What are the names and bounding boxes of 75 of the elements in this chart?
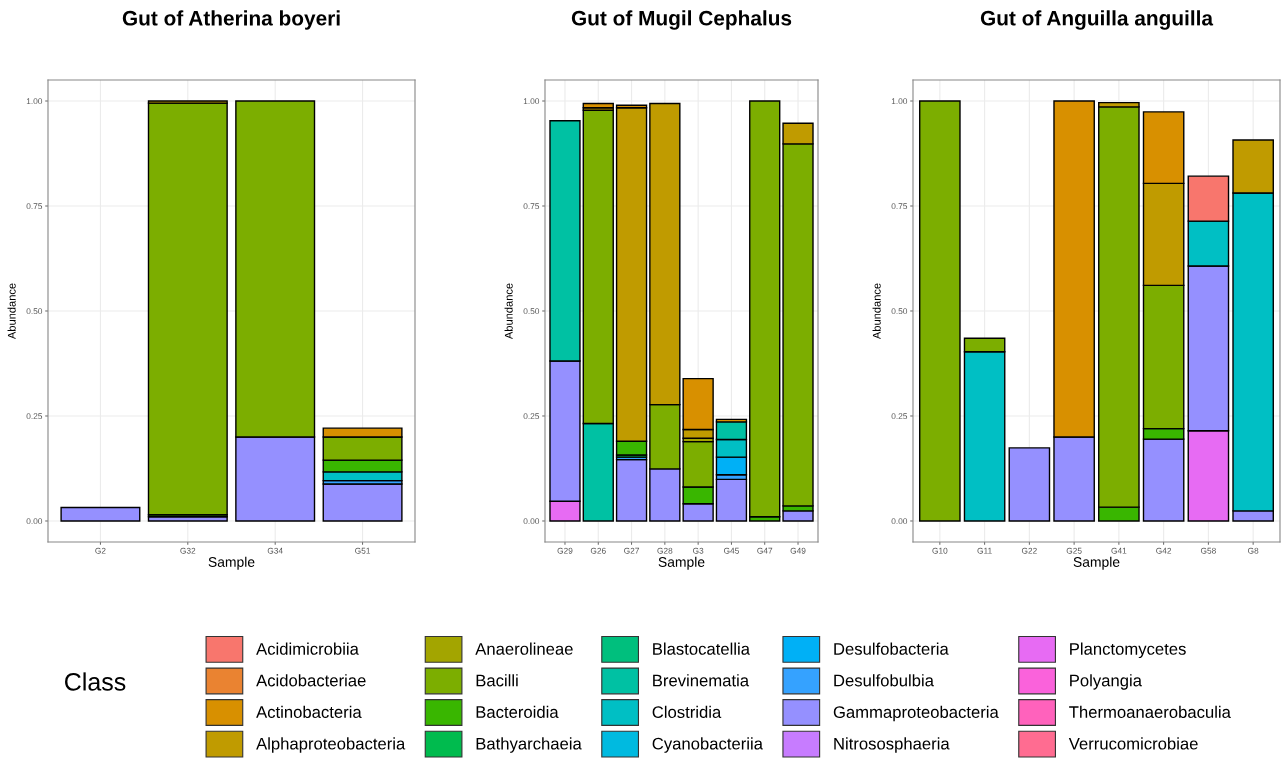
legend-label: Blastocatellia (653, 642, 750, 655)
x-tick-label: G28 (657, 547, 673, 554)
legend-label: Brevinematia (653, 674, 750, 687)
y-tick-label: 0.75 (523, 203, 540, 210)
y-tick-label: 1.00 (523, 98, 540, 105)
x-tick-label: G34 (267, 547, 283, 554)
y-tick-label: 0.00 (26, 518, 43, 525)
x-tick-label: G51 (355, 547, 371, 554)
bar (749, 100, 781, 518)
y-tick-label: 0.50 (891, 308, 908, 315)
x-tick-label: G45 (723, 547, 739, 554)
x-axis-title: Sample (658, 556, 705, 570)
bar (322, 483, 403, 522)
y-axis-title: Abundance (872, 283, 881, 340)
legend-label: Anaerolineae (475, 642, 573, 655)
legend-label: Actinobacteria (256, 705, 362, 718)
legend-label: Desulfobacteria (834, 642, 949, 655)
bar (582, 102, 614, 109)
y-tick-label: 1.00 (26, 98, 43, 105)
bar (615, 458, 648, 522)
legend-label: Alphaproteobacteria (256, 737, 406, 753)
x-tick-label: G41 (1111, 547, 1127, 554)
x-tick-label: G26 (590, 547, 606, 554)
x-tick-label: G42 (1156, 547, 1172, 554)
x-tick-label: G11 (977, 547, 992, 554)
legend-label: Planctomycetes (1070, 642, 1186, 659)
x-tick-label: G27 (624, 547, 640, 554)
y-tick-label: 0.25 (891, 413, 908, 420)
x-tick-label: G58 (1200, 547, 1216, 554)
bar (60, 506, 141, 522)
legend-label: Bathyarchaeia (476, 737, 582, 753)
y-tick-label: 0.75 (891, 203, 908, 210)
y-tick-label: 0.00 (523, 518, 540, 525)
legend-label: Polyangia (1070, 674, 1142, 690)
y-tick-label: 0.25 (523, 413, 540, 420)
bar (919, 100, 961, 522)
legend-label: Nitrososphaeria (834, 737, 950, 753)
legend-label: Verrucomicrobiae (1068, 737, 1198, 750)
y-axis-title: Abundance (7, 283, 16, 340)
legend-label: Desulfobulbia (834, 674, 934, 687)
legend-label: Bacteroidia (476, 705, 559, 718)
y-tick-label: 0.50 (523, 308, 540, 315)
bar (147, 102, 228, 516)
x-tick-label: G3 (693, 547, 704, 554)
y-tick-label: 0.50 (26, 308, 43, 315)
x-tick-label: G8 (1248, 547, 1259, 554)
y-tick-label: 1.00 (891, 98, 908, 105)
y-tick-label: 0.25 (26, 413, 43, 420)
x-tick-label: G22 (1021, 547, 1037, 554)
legend-title: Class (65, 672, 126, 691)
chart-title: Gut of Anguilla anguilla (980, 10, 1214, 30)
y-tick-label: 0.75 (26, 203, 43, 210)
bar (1008, 447, 1051, 522)
y-axis-title: Abundance (504, 283, 513, 340)
bar (715, 478, 748, 522)
chart-title: Gut of Atherina boyeri (122, 10, 340, 30)
chart-title: Gut of Mugil Cephalus (571, 10, 792, 30)
legend-label: Gammaproteobacteria (833, 705, 999, 722)
legend-label: Thermoanaerobaculia (1069, 705, 1231, 718)
x-tick-label: G25 (1066, 547, 1082, 554)
x-tick-label: G10 (932, 547, 948, 554)
legend-label: Bacilli (476, 674, 518, 687)
y-tick-label: 0.00 (891, 518, 908, 525)
x-axis-title: Sample (208, 556, 255, 570)
legend-label: Cyanobacteriia (652, 737, 763, 753)
x-tick-label: G49 (790, 547, 806, 554)
x-tick-label: G47 (757, 547, 773, 554)
legend-label: Clostridia (652, 705, 722, 718)
x-tick-label: G32 (180, 547, 196, 554)
legend-label: Acidimicrobiia (256, 642, 359, 655)
x-axis-title: Sample (1073, 556, 1120, 570)
x-tick-label: G29 (557, 547, 573, 554)
bar (147, 516, 228, 522)
legend-label: Acidobacteriae (256, 674, 366, 687)
x-tick-label: G2 (95, 547, 106, 554)
